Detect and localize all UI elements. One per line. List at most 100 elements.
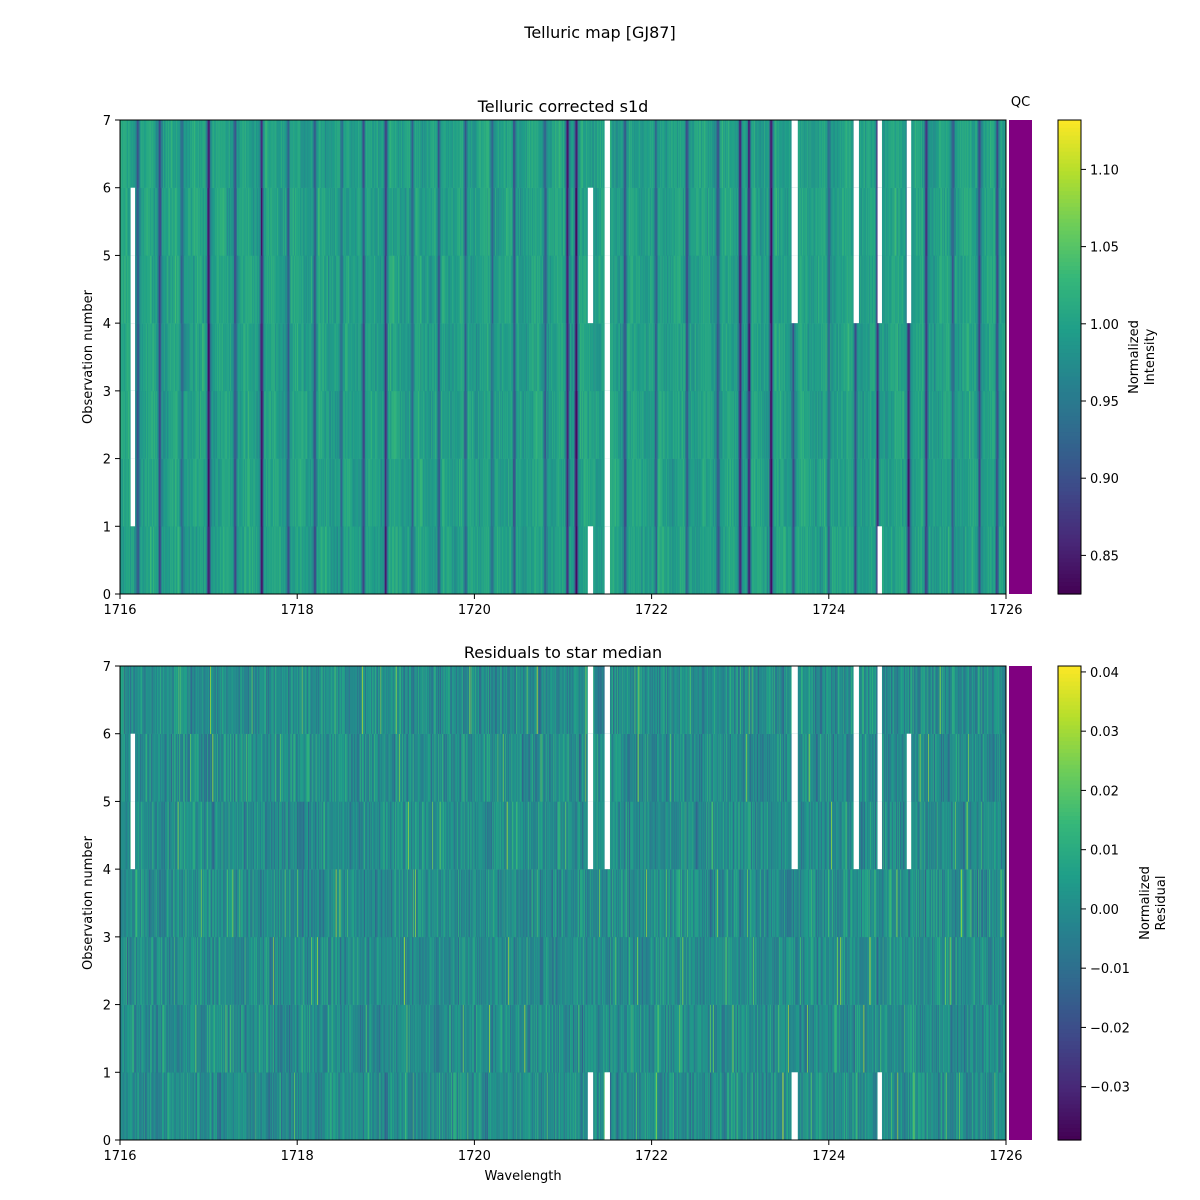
heatmap-cell (984, 526, 986, 595)
heatmap-cell (542, 458, 544, 527)
heatmap-cell (602, 526, 604, 595)
heatmap-cell (559, 458, 561, 527)
heatmap-cell (382, 458, 384, 527)
heatmap-cell (564, 458, 566, 527)
heatmap-cell (674, 526, 676, 595)
heatmap-cell (817, 458, 819, 527)
heatmap-cell (396, 458, 398, 527)
heatmap-cell (248, 458, 250, 527)
heatmap-cell (128, 458, 130, 527)
heatmap-cell (539, 458, 542, 527)
heatmap-cell (223, 458, 225, 527)
heatmap-cell (257, 526, 259, 595)
heatmap-cell (179, 458, 181, 527)
heatmap-cell (673, 526, 675, 595)
heatmap-cell (889, 458, 891, 527)
heatmap-cell (867, 458, 869, 527)
heatmap-cell (307, 526, 309, 595)
heatmap-cell (539, 526, 542, 595)
heatmap-cell (268, 458, 270, 527)
heatmap-cell (543, 458, 545, 527)
heatmap-cell (709, 526, 711, 595)
heatmap-cell (414, 526, 416, 595)
heatmap-cell (841, 526, 843, 595)
heatmap-cell (820, 526, 822, 595)
heatmap-cell (153, 458, 155, 527)
heatmap-cell (335, 458, 337, 527)
heatmap-cell (330, 526, 332, 595)
heatmap-cell (653, 526, 655, 595)
heatmap-cell (284, 458, 286, 527)
heatmap-cell (691, 458, 693, 527)
heatmap-cell (573, 526, 575, 595)
heatmap-cell (437, 458, 439, 527)
heatmap-cell (529, 458, 531, 527)
heatmap-cell (619, 526, 621, 595)
heatmap-cell (338, 526, 340, 595)
heatmap-cell (962, 526, 964, 595)
heatmap-cell (734, 458, 736, 527)
heatmap-cell (600, 458, 602, 527)
heatmap-cell (833, 526, 835, 595)
heatmap-cell (338, 458, 340, 527)
heatmap-cell (708, 458, 710, 527)
heatmap-cell (166, 458, 168, 527)
heatmap-cell (157, 458, 159, 527)
heatmap-cell (699, 458, 701, 527)
heatmap-cell (243, 458, 245, 527)
heatmap-cell (677, 458, 679, 527)
heatmap-cell (462, 526, 464, 595)
heatmap-cell (512, 458, 514, 527)
heatmap-cell (224, 526, 226, 595)
heatmap-cell (579, 526, 581, 595)
heatmap-cell (675, 526, 677, 595)
heatmap-cell (265, 526, 267, 595)
heatmap-cell (693, 526, 695, 595)
heatmap-cell (616, 526, 619, 595)
heatmap-cell (160, 526, 162, 595)
heatmap-cell (821, 458, 823, 527)
heatmap-cell (860, 458, 862, 527)
heatmap-cell (673, 526, 676, 595)
heatmap-cell (858, 458, 860, 527)
heatmap-cell (933, 526, 935, 595)
heatmap-cell (248, 526, 250, 595)
heatmap-cell (891, 526, 893, 595)
heatmap-cell (458, 526, 460, 595)
heatmap-cell (225, 526, 227, 595)
heatmap-cell (354, 526, 357, 595)
heatmap-cell (249, 526, 251, 595)
heatmap-cell (372, 526, 374, 595)
heatmap-cell (404, 526, 406, 595)
heatmap-cell (312, 458, 314, 527)
heatmap-cell (511, 526, 513, 595)
heatmap-cell (713, 458, 715, 527)
heatmap-cell (757, 458, 759, 527)
heatmap-cell (561, 458, 563, 527)
heatmap-cell (901, 458, 904, 527)
heatmap-cell (330, 458, 332, 527)
heatmap-cell (832, 526, 834, 595)
heatmap-cell (681, 526, 683, 595)
heatmap-cell (893, 458, 895, 527)
heatmap-cell (219, 526, 221, 595)
heatmap-cell (862, 458, 864, 527)
heatmap-cell (996, 526, 998, 595)
heatmap-cell (428, 458, 431, 527)
heatmap-cell (727, 526, 729, 595)
heatmap-cell (733, 458, 735, 527)
heatmap-cell (127, 458, 129, 527)
heatmap-cell (246, 526, 248, 595)
heatmap-cell (740, 526, 742, 595)
heatmap-cell (956, 526, 958, 595)
heatmap-cell (287, 458, 289, 527)
heatmap-cell (969, 526, 971, 595)
heatmap-cell (563, 526, 565, 595)
heatmap-cell (679, 526, 681, 595)
heatmap-cell (201, 458, 203, 527)
heatmap-cell (768, 458, 770, 527)
heatmap-cell (490, 458, 492, 527)
heatmap-cell (194, 526, 196, 595)
heatmap-cell (495, 526, 498, 595)
heatmap-cell (757, 526, 759, 595)
